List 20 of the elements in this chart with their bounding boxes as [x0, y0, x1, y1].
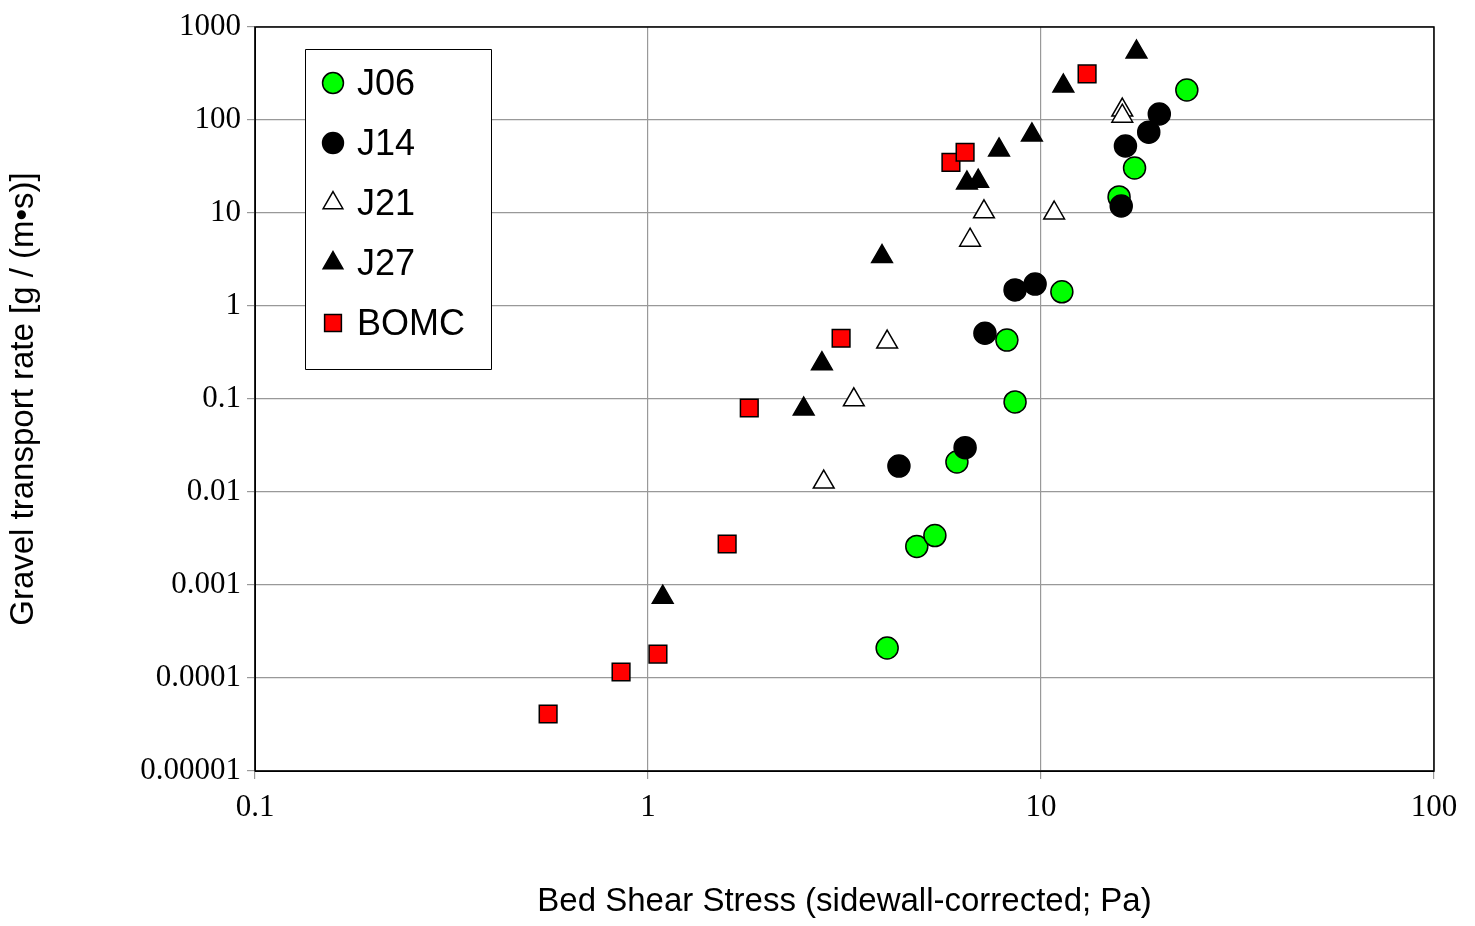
y-tick-label: 0.1 [202, 379, 241, 415]
legend-label: J06 [357, 61, 416, 103]
x-tick-label: 0.1 [235, 787, 275, 823]
legend-label: J21 [357, 181, 416, 223]
y-tick-label: 0.0001 [155, 658, 241, 694]
x-tick-label: 10 [1025, 787, 1057, 823]
y-tick-label: 100 [194, 100, 241, 136]
x-tick-label: 1 [640, 787, 656, 823]
y-tick-label: 10 [210, 193, 241, 229]
y-tick-label: 0.01 [186, 472, 241, 508]
y-tick-label: 0.00001 [140, 751, 241, 787]
legend-label: J14 [357, 121, 416, 163]
y-tick-label: 0.001 [171, 565, 241, 601]
y-axis-title: Gravel transport rate [g / (m•s)] [2, 172, 40, 626]
x-axis-title: Bed Shear Stress (sidewall-corrected; Pa) [537, 881, 1152, 919]
legend-label: BOMC [357, 301, 465, 343]
y-tick-label: 1 [225, 286, 241, 322]
y-tick-label: 1000 [179, 7, 241, 43]
legend-label: J27 [357, 241, 416, 283]
x-tick-label: 100 [1410, 787, 1458, 823]
